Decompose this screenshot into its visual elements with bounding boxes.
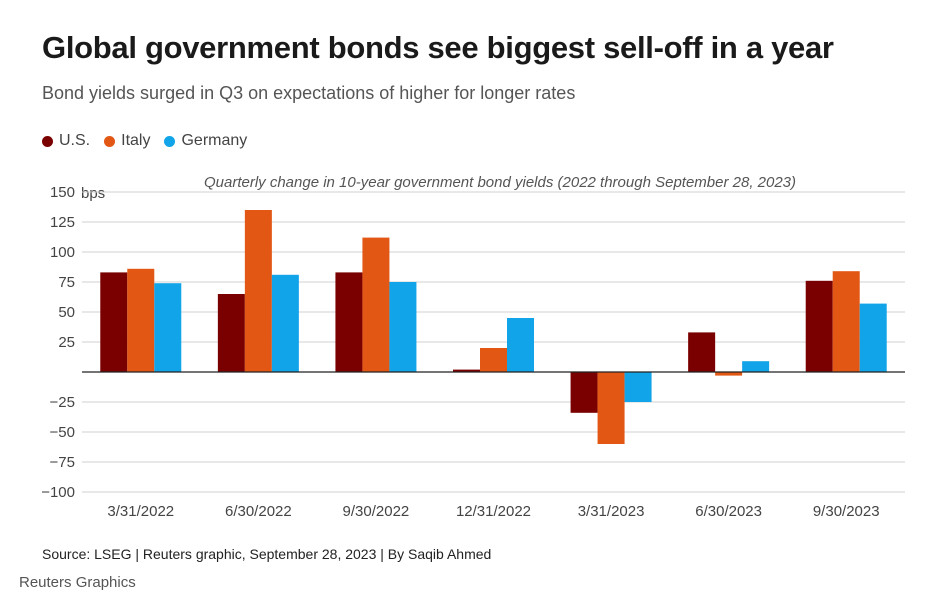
bar-chart: Quarterly change in 10-year government b…	[41, 174, 905, 520]
x-tick-label: 3/31/2023	[578, 503, 645, 520]
bar	[859, 303, 887, 372]
bar	[244, 210, 272, 372]
legend: U.S. Italy Germany	[42, 132, 247, 150]
bar	[742, 361, 770, 372]
chart-subtitle: Bond yields surged in Q3 on expectations…	[42, 83, 576, 103]
legend-item-italy: Italy	[104, 132, 150, 150]
bar	[597, 372, 625, 444]
bar	[480, 348, 507, 372]
x-tick-label: 9/30/2023	[813, 503, 880, 520]
bar	[154, 283, 182, 372]
bar	[271, 274, 299, 372]
chart-annotation: Quarterly change in 10-year government b…	[204, 174, 796, 191]
bar	[453, 369, 480, 372]
y-tick-label: −100	[41, 484, 75, 501]
x-tick-label: 12/31/2022	[456, 503, 531, 520]
bar	[715, 372, 743, 376]
chart-title: Global government bonds see biggest sell…	[42, 30, 834, 65]
y-axis-ticks: −100 −75 −50 −25 25 50 75 100 125 150	[41, 184, 75, 501]
y-tick-label: 100	[50, 244, 75, 261]
bar	[832, 271, 860, 372]
bar	[688, 332, 716, 372]
y-tick-label: −75	[50, 454, 75, 471]
bar	[507, 318, 534, 372]
y-tick-label: 150	[50, 184, 75, 201]
y-tick-label: 50	[58, 304, 75, 321]
x-axis-ticks: 3/31/2022 6/30/2022 9/30/2022 12/31/2022 3/3…	[107, 503, 879, 520]
legend-item-us: U.S.	[42, 132, 90, 150]
gridlines	[82, 191, 905, 493]
bar	[805, 280, 833, 372]
x-tick-label: 3/31/2022	[107, 503, 174, 520]
bar	[100, 272, 128, 372]
legend-label-italy: Italy	[121, 132, 151, 149]
y-tick-label: −50	[50, 424, 75, 441]
source-note: Source: LSEG | Reuters graphic, Septembe…	[42, 546, 492, 562]
y-tick-label: −25	[50, 394, 75, 411]
legend-swatch-us	[42, 135, 53, 147]
bar	[217, 294, 245, 372]
y-tick-label: 25	[58, 334, 75, 351]
legend-item-germany: Germany	[164, 132, 247, 150]
y-tick-label: 125	[50, 214, 75, 231]
bar	[362, 237, 390, 372]
legend-swatch-italy	[104, 135, 116, 147]
bar	[389, 282, 417, 372]
x-tick-label: 9/30/2022	[343, 503, 410, 520]
unit-label: bps	[81, 185, 105, 202]
x-tick-label: 6/30/2023	[695, 503, 762, 520]
bars	[100, 210, 887, 444]
legend-swatch-germany	[164, 135, 176, 147]
x-tick-label: 6/30/2022	[225, 503, 292, 520]
bar	[624, 372, 652, 402]
legend-label-us: U.S.	[59, 132, 91, 149]
legend-label-germany: Germany	[181, 132, 248, 149]
y-tick-label: 75	[58, 274, 75, 291]
bar	[335, 272, 363, 372]
bar	[570, 372, 598, 413]
brand-credit: Reuters Graphics	[19, 574, 136, 591]
bar	[127, 268, 155, 372]
